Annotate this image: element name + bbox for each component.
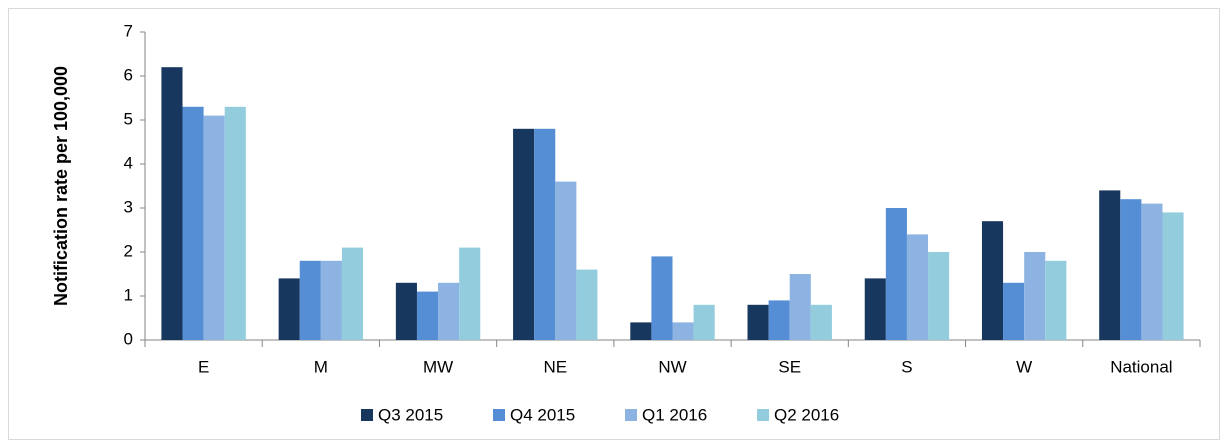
bar bbox=[906, 234, 929, 340]
bar bbox=[459, 247, 481, 340]
legend-label: Q2 2016 bbox=[774, 405, 839, 424]
bar bbox=[789, 274, 811, 340]
x-tick-label: E bbox=[198, 357, 209, 376]
bar bbox=[651, 256, 673, 340]
bar bbox=[1120, 199, 1142, 340]
bar bbox=[416, 291, 439, 340]
bar bbox=[395, 282, 417, 340]
bar bbox=[672, 322, 694, 340]
bar bbox=[1024, 252, 1046, 340]
legend-label: Q4 2015 bbox=[510, 405, 575, 424]
bar bbox=[1141, 203, 1163, 340]
x-tick-label: NW bbox=[658, 357, 686, 376]
y-tick-label: 5 bbox=[124, 109, 133, 128]
bar bbox=[747, 304, 769, 340]
bar bbox=[203, 115, 225, 340]
legend-swatch bbox=[625, 409, 637, 421]
y-tick-label: 0 bbox=[124, 329, 133, 348]
bar bbox=[182, 106, 204, 340]
x-tick-label: NE bbox=[543, 357, 567, 376]
bar bbox=[534, 128, 556, 340]
bar bbox=[1003, 282, 1025, 340]
bar bbox=[768, 300, 790, 340]
legend-swatch bbox=[361, 409, 373, 421]
bar bbox=[1045, 260, 1067, 340]
bar bbox=[513, 128, 535, 340]
legend-swatch bbox=[493, 409, 505, 421]
bar bbox=[864, 278, 886, 340]
x-tick-label: SE bbox=[778, 357, 801, 376]
bar bbox=[161, 67, 183, 340]
bar bbox=[278, 278, 300, 340]
y-axis-label: Notification rate per 100,000 bbox=[51, 66, 71, 306]
bar bbox=[630, 322, 652, 340]
bar bbox=[1099, 190, 1121, 340]
x-tick-label: National bbox=[1110, 357, 1172, 376]
legend-label: Q3 2015 bbox=[378, 405, 443, 424]
y-tick-label: 7 bbox=[124, 21, 133, 40]
y-tick-label: 4 bbox=[124, 153, 133, 172]
bar bbox=[1162, 212, 1184, 340]
bar bbox=[320, 260, 342, 340]
bar bbox=[693, 304, 715, 340]
bar bbox=[810, 304, 832, 340]
bar bbox=[341, 247, 364, 340]
x-tick-label: W bbox=[1016, 357, 1032, 376]
legend-label: Q1 2016 bbox=[642, 405, 707, 424]
bar bbox=[224, 106, 246, 340]
y-tick-label: 2 bbox=[124, 241, 133, 260]
y-tick-label: 1 bbox=[124, 285, 133, 304]
bar bbox=[555, 181, 577, 340]
x-tick-label: S bbox=[901, 357, 912, 376]
x-tick-label: M bbox=[314, 357, 328, 376]
x-tick-label: MW bbox=[423, 357, 453, 376]
y-tick-label: 6 bbox=[124, 65, 133, 84]
bar bbox=[928, 252, 950, 340]
bar bbox=[299, 260, 321, 340]
legend-swatch bbox=[757, 409, 769, 421]
bar bbox=[981, 221, 1004, 340]
bar bbox=[576, 269, 598, 340]
y-tick-label: 3 bbox=[124, 197, 133, 216]
bar bbox=[885, 208, 907, 340]
bar bbox=[438, 282, 460, 340]
